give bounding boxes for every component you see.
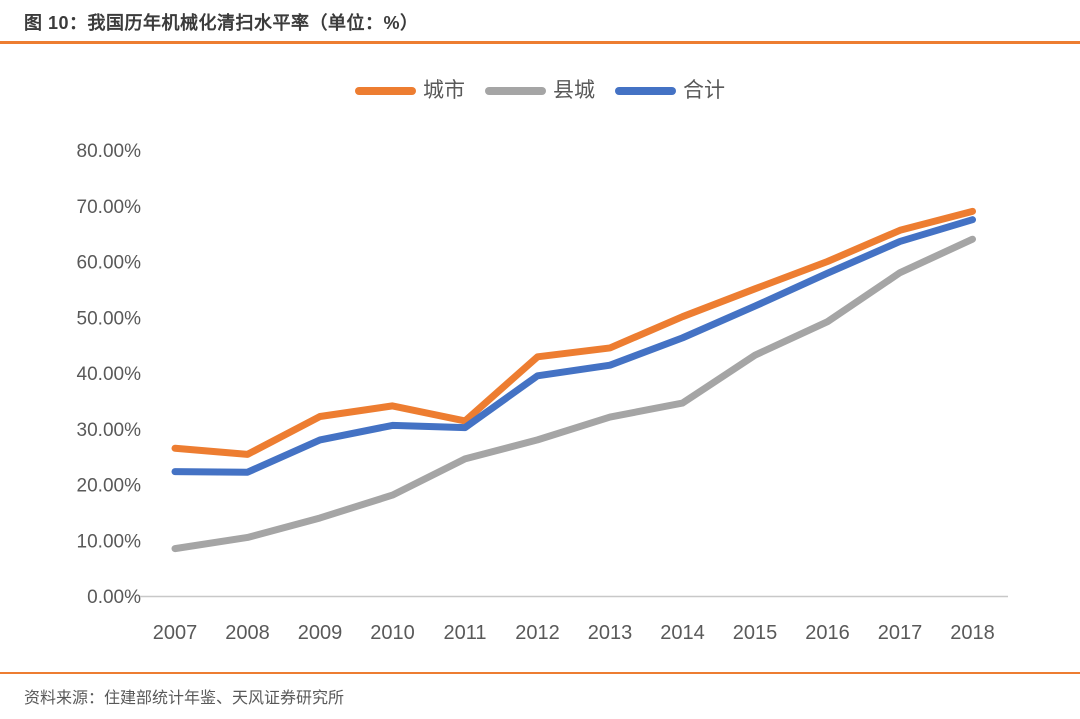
x-axis-tick-label: 2016 (805, 622, 850, 644)
y-axis-tick-label: 20.00% (77, 476, 142, 497)
series-line-3 (171, 216, 976, 476)
source-note: 资料来源：住建部统计年鉴、天风证券研究所 (24, 690, 345, 707)
x-axis-tick-label: 2012 (515, 622, 560, 644)
x-axis-tick-label: 2008 (225, 622, 270, 644)
y-axis-tick-label: 30.00% (77, 420, 142, 441)
legend-swatch-icon (615, 86, 676, 95)
title-divider (0, 41, 1080, 44)
y-axis-tick-label: 80.00% (77, 141, 142, 162)
figure-title: 图 10：我国历年机械化清扫水平率（单位：%） (24, 13, 419, 33)
x-axis-tick-label: 2009 (298, 622, 343, 644)
x-axis-tick-label: 2018 (950, 622, 995, 644)
legend-swatch-icon (485, 86, 546, 95)
y-axis-tick-label: 60.00% (77, 253, 142, 274)
legend-swatch-icon (355, 86, 416, 95)
legend-item-1: 城市 (355, 80, 465, 101)
x-axis-tick-label: 2010 (370, 622, 415, 644)
x-axis-tick-label: 2015 (733, 622, 778, 644)
y-axis-tick-label: 50.00% (77, 308, 142, 329)
x-axis-tick-label: 2014 (660, 622, 705, 644)
chart-legend: 城市 县城 合计 (0, 80, 1080, 101)
legend-label: 县城 (553, 79, 595, 102)
x-axis-tick-label: 2017 (878, 622, 923, 644)
y-axis-tick-label: 40.00% (77, 364, 142, 385)
x-axis-tick-label: 2011 (443, 622, 486, 644)
legend-item-3: 合计 (615, 80, 725, 101)
y-axis-tick-label: 70.00% (77, 197, 142, 218)
footer-divider (0, 672, 1080, 674)
legend-label: 合计 (683, 79, 725, 102)
series-line-1 (171, 207, 976, 458)
x-axis-tick-label: 2007 (153, 622, 198, 644)
y-axis-tick-label: 0.00% (87, 587, 141, 608)
x-axis-tick-label: 2013 (588, 622, 633, 644)
y-axis-tick-label: 10.00% (77, 531, 142, 552)
legend-label: 城市 (423, 79, 465, 102)
series-line-2 (171, 235, 976, 553)
legend-item-2: 县城 (485, 80, 595, 101)
